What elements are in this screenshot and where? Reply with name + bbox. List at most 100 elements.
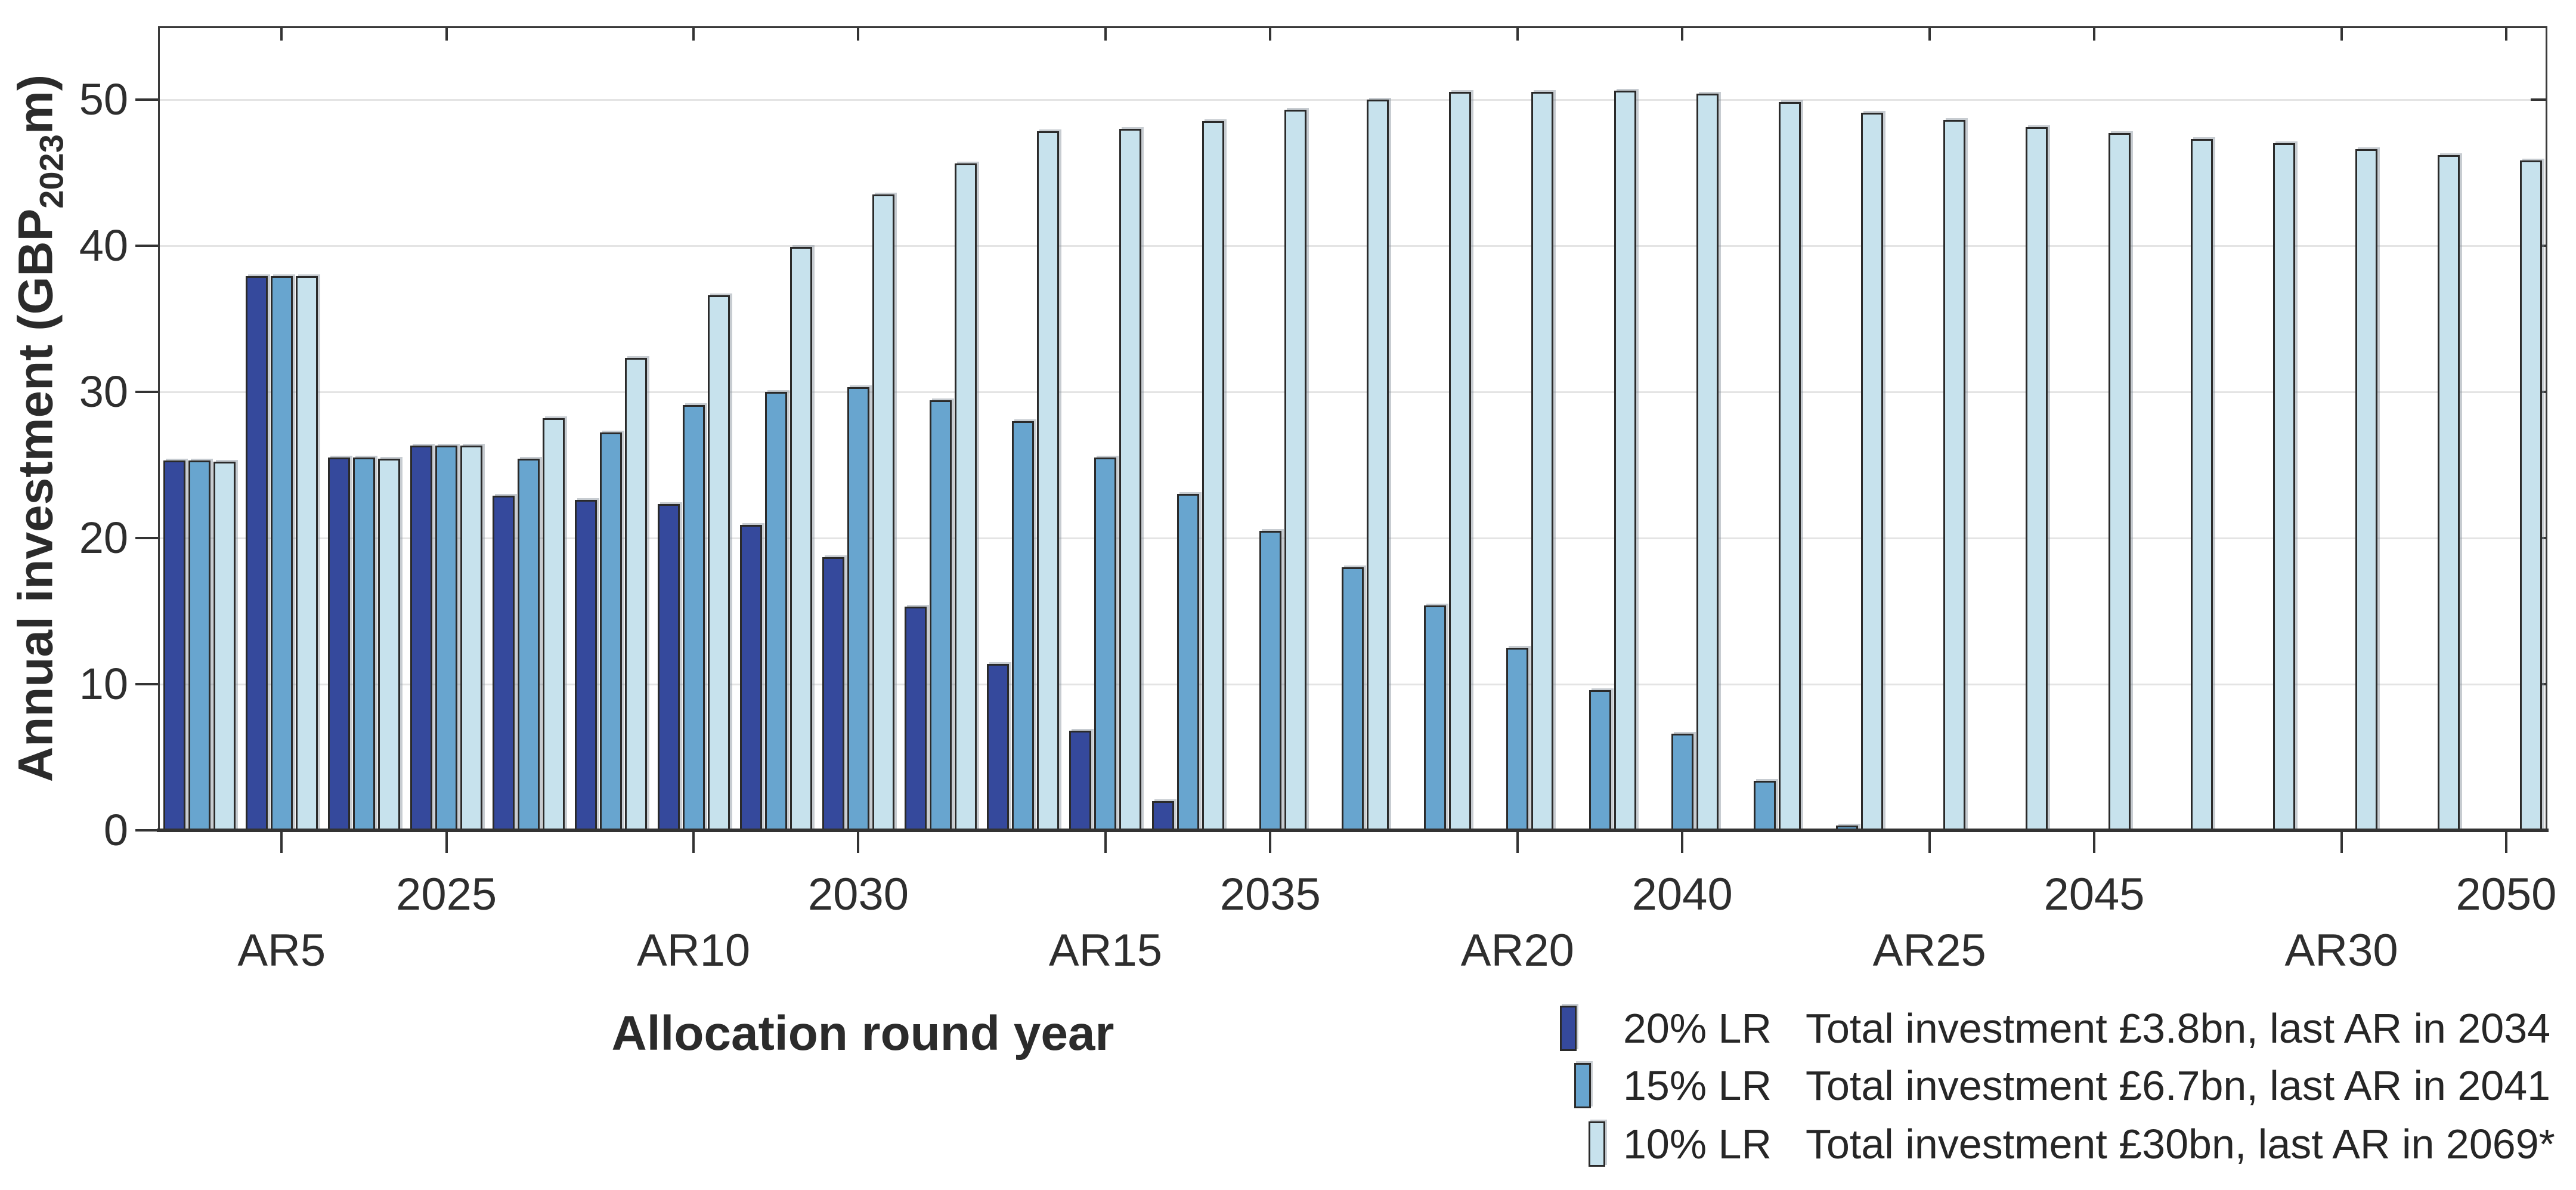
x-tick-label-2050: 2050 bbox=[2456, 869, 2557, 920]
ar-label-ar20: AR20 bbox=[1460, 925, 1574, 976]
x-tick-bottom-2023 bbox=[280, 830, 283, 853]
bar-2049-10pct bbox=[2438, 154, 2460, 830]
bar-2037-15pct bbox=[1424, 605, 1447, 830]
x-tick-top-2045 bbox=[2093, 26, 2096, 41]
bar-2027-10pct bbox=[625, 358, 648, 830]
bar-2050-10pct bbox=[2520, 160, 2543, 830]
x-tick-top-2040 bbox=[1681, 26, 1684, 41]
bar-2028-10pct bbox=[707, 295, 730, 830]
legend-label-15pct: 15% LR bbox=[1623, 1062, 1772, 1109]
x-tick-bottom-2033 bbox=[1104, 830, 1107, 853]
bar-2030-20pct bbox=[822, 557, 844, 830]
y-tick-left-0 bbox=[135, 829, 158, 832]
x-tick-top-2043 bbox=[1928, 26, 1931, 41]
x-tick-bottom-2035 bbox=[1269, 830, 1272, 853]
y-tick-label-50: 50 bbox=[79, 74, 128, 124]
x-tick-top-2038 bbox=[1516, 26, 1519, 41]
ar-label-ar25: AR25 bbox=[1872, 925, 1986, 976]
bar-2023-15pct bbox=[270, 276, 293, 830]
y-tick-label-40: 40 bbox=[79, 220, 128, 270]
bar-2023-10pct bbox=[295, 276, 318, 830]
x-tick-top-2028 bbox=[692, 26, 695, 41]
y-axis-title-subscript: 2023 bbox=[32, 134, 70, 209]
y-tick-label-10: 10 bbox=[79, 659, 128, 709]
bar-2029-10pct bbox=[789, 247, 812, 830]
bar-2042-10pct bbox=[1861, 112, 1884, 830]
y-tick-label-0: 0 bbox=[103, 805, 128, 855]
bar-2031-20pct bbox=[905, 607, 927, 830]
y-tick-left-20 bbox=[135, 536, 158, 539]
legend-swatch-15pct bbox=[1574, 1063, 1591, 1108]
bar-2041-15pct bbox=[1753, 780, 1776, 830]
ar-label-ar10: AR10 bbox=[637, 925, 751, 976]
bar-2025-10pct bbox=[460, 446, 483, 830]
bar-2032-10pct bbox=[1037, 131, 1060, 830]
plot-spine-top bbox=[158, 26, 2547, 28]
bar-2042-15pct bbox=[1836, 826, 1859, 830]
ar-label-ar5: AR5 bbox=[237, 925, 326, 976]
bar-2046-10pct bbox=[2190, 138, 2213, 830]
bar-2024-10pct bbox=[377, 459, 400, 830]
bar-2036-10pct bbox=[1367, 99, 1389, 830]
y-tick-left-40 bbox=[135, 244, 158, 247]
x-tick-top-2035 bbox=[1269, 26, 1272, 41]
bar-2039-15pct bbox=[1589, 690, 1611, 830]
bar-2035-15pct bbox=[1259, 530, 1281, 830]
legend-desc-20pct: Total investment £3.8bn, last AR in 2034 bbox=[1806, 1005, 2551, 1052]
x-tick-label-2045: 2045 bbox=[2044, 869, 2145, 920]
bar-2029-15pct bbox=[764, 391, 787, 830]
x-tick-bottom-2045 bbox=[2093, 830, 2096, 853]
x-tick-bottom-2043 bbox=[1928, 830, 1931, 853]
legend-desc-10pct: Total investment £30bn, last AR in 2069* bbox=[1806, 1121, 2555, 1167]
gridline-y-50 bbox=[158, 98, 2547, 101]
x-tick-label-2035: 2035 bbox=[1219, 869, 1321, 920]
x-tick-top-2030 bbox=[857, 26, 860, 41]
bar-2024-15pct bbox=[352, 458, 375, 830]
bar-2026-10pct bbox=[543, 418, 565, 830]
bar-2024-20pct bbox=[327, 458, 350, 830]
bar-2033-10pct bbox=[1119, 128, 1142, 830]
bar-2043-10pct bbox=[1943, 119, 1966, 830]
bar-2034-10pct bbox=[1202, 121, 1224, 830]
legend-desc-15pct: Total investment £6.7bn, last AR in 2041 bbox=[1806, 1062, 2551, 1109]
bar-2027-20pct bbox=[575, 500, 597, 830]
legend-swatch-20pct bbox=[1560, 1006, 1577, 1051]
plot-spine-right bbox=[2546, 26, 2547, 830]
bar-2032-15pct bbox=[1012, 421, 1035, 830]
bar-2030-15pct bbox=[847, 387, 869, 830]
bar-2028-15pct bbox=[682, 404, 705, 830]
y-tick-right-50 bbox=[2531, 98, 2547, 101]
y-tick-label-30: 30 bbox=[79, 366, 128, 416]
bar-2026-15pct bbox=[518, 459, 540, 830]
bar-2037-10pct bbox=[1449, 92, 1472, 830]
bar-2027-15pct bbox=[600, 432, 623, 830]
bar-2041-10pct bbox=[1778, 102, 1801, 830]
x-tick-bottom-2038 bbox=[1516, 830, 1519, 853]
y-tick-left-10 bbox=[135, 682, 158, 685]
bar-2038-10pct bbox=[1531, 92, 1554, 830]
legend-label-10pct: 10% LR bbox=[1623, 1121, 1772, 1167]
x-tick-top-2048 bbox=[2340, 26, 2343, 41]
x-tick-bottom-2040 bbox=[1681, 830, 1684, 853]
x-tick-bottom-2028 bbox=[692, 830, 695, 853]
x-tick-label-2025: 2025 bbox=[396, 869, 497, 920]
bar-2025-20pct bbox=[410, 446, 433, 830]
bar-2022-15pct bbox=[188, 460, 210, 830]
bar-2044-10pct bbox=[2026, 127, 2048, 830]
bar-2023-20pct bbox=[245, 276, 268, 830]
x-axis-title: Allocation round year bbox=[611, 1006, 1114, 1061]
bar-2032-20pct bbox=[987, 663, 1010, 830]
bar-2031-10pct bbox=[955, 163, 977, 830]
bar-2034-15pct bbox=[1176, 494, 1199, 830]
plot-spine-left bbox=[158, 26, 160, 830]
x-tick-bottom-2048 bbox=[2340, 830, 2343, 853]
bar-2031-15pct bbox=[930, 400, 952, 830]
x-tick-top-2050 bbox=[2504, 26, 2507, 41]
x-tick-top-2023 bbox=[280, 26, 283, 41]
bar-2033-15pct bbox=[1094, 458, 1117, 830]
bar-2036-15pct bbox=[1342, 567, 1364, 830]
x-tick-bottom-2025 bbox=[445, 830, 448, 853]
gridline-y-20 bbox=[158, 537, 2547, 539]
gridline-y-40 bbox=[158, 245, 2547, 247]
